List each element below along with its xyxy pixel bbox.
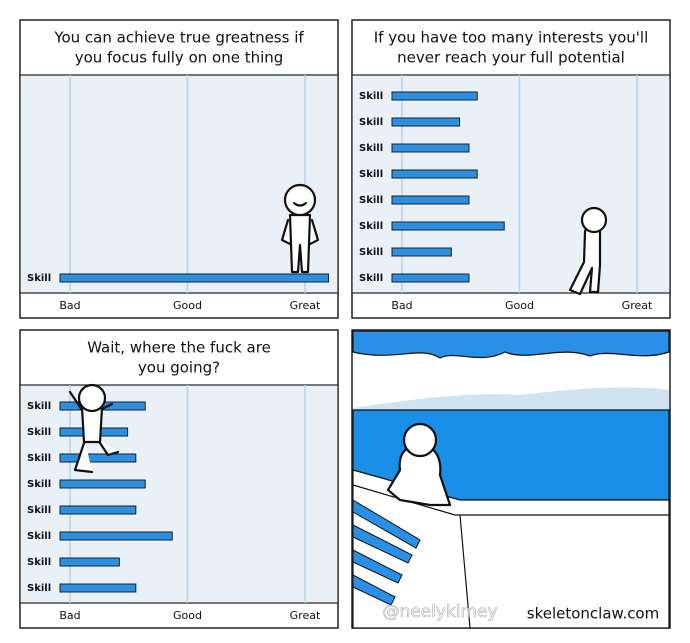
chart-panel: If you have too many interests you'll nev… xyxy=(351,19,671,319)
row-label: Skill xyxy=(359,117,383,128)
skill-bar xyxy=(59,531,173,541)
x-tick-label: Good xyxy=(505,299,534,312)
row-label: Skill xyxy=(27,505,51,516)
skill-bar xyxy=(391,273,470,283)
caption: you focus fully on one thing xyxy=(75,49,284,67)
skill-bar xyxy=(59,479,146,489)
row-label: Skill xyxy=(359,169,383,180)
x-tick-label: Bad xyxy=(59,299,80,312)
signature: skeletonclaw.com xyxy=(527,605,659,623)
x-tick-label: Great xyxy=(290,609,321,622)
skill-bar xyxy=(59,273,329,283)
caption: Wait, where the fuck are xyxy=(87,339,271,357)
skill-bar xyxy=(391,247,452,257)
watermark: @neelykimey xyxy=(382,602,497,622)
figure-confident xyxy=(280,183,320,274)
row-label: Skill xyxy=(27,583,51,594)
caption: never reach your full potential xyxy=(397,49,625,67)
figure-walking-away xyxy=(568,206,608,296)
caption: If you have too many interests you'll xyxy=(374,29,648,47)
row-label: Skill xyxy=(27,401,51,412)
x-tick-label: Great xyxy=(622,299,653,312)
skill-bar xyxy=(59,505,137,515)
skill-bar xyxy=(391,169,478,179)
row-label: Skill xyxy=(27,453,51,464)
row-label: Skill xyxy=(359,195,383,206)
row-label: Skill xyxy=(359,273,383,284)
plot-area xyxy=(19,384,339,604)
row-label: Skill xyxy=(27,557,51,568)
row-label: Skill xyxy=(27,427,51,438)
skill-bar xyxy=(391,117,461,127)
row-label: Skill xyxy=(359,143,383,154)
figure-climbing xyxy=(68,383,120,474)
x-tick-label: Bad xyxy=(59,609,80,622)
skill-bar xyxy=(59,583,137,593)
chart-panel: You can achieve true greatness if you foc… xyxy=(19,19,339,319)
row-label: Skill xyxy=(359,247,383,258)
skill-bar xyxy=(391,221,505,231)
row-label: Skill xyxy=(359,91,383,102)
caption: you going? xyxy=(138,359,220,377)
caption: You can achieve true greatness if xyxy=(53,29,304,47)
plot-area xyxy=(351,74,671,294)
chart-panel: Wait, where the fuck are you going? Bad Goo… xyxy=(19,329,339,629)
skill-bar xyxy=(59,453,137,463)
x-tick-label: Good xyxy=(173,299,202,312)
scene-panel: skeletonclaw.com @neelykimey xyxy=(351,329,671,629)
skill-bar xyxy=(391,143,470,153)
skill-bar xyxy=(391,91,478,101)
row-label: Skill xyxy=(27,531,51,542)
x-tick-label: Great xyxy=(290,299,321,312)
skill-bar xyxy=(391,195,470,205)
row-label: Skill xyxy=(27,479,51,490)
row-label: Skill xyxy=(27,273,51,284)
x-tick-label: Good xyxy=(173,609,202,622)
x-tick-label: Bad xyxy=(391,299,412,312)
row-label: Skill xyxy=(359,221,383,232)
skill-bar xyxy=(59,557,120,567)
plot-area xyxy=(19,74,339,294)
